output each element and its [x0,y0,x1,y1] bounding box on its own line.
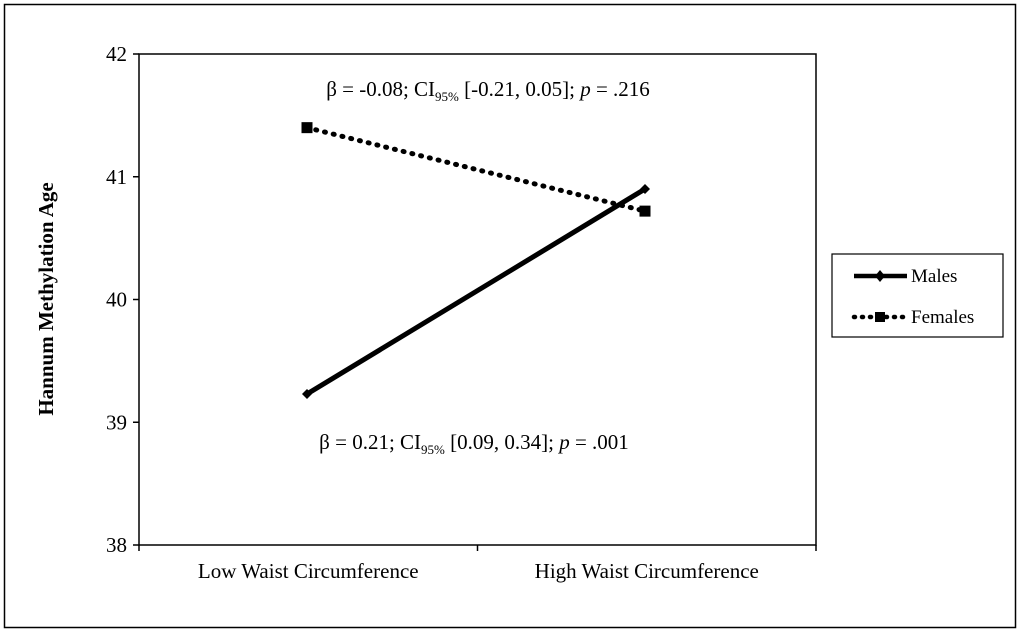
x-tick-label: High Waist Circumference [535,559,759,583]
legend-females-label: Females [911,307,974,328]
series-lines [304,125,648,397]
y-axis-label: Hannum Methylation Age [34,182,58,415]
legend-males-marker [875,270,885,282]
series-markers [301,122,651,400]
annotation-females-p-value: = .216 [591,77,650,101]
data-point-females [301,122,313,134]
y-tick-label: 39 [106,410,127,434]
x-axis-ticks: Low Waist Circumference High Waist Circum… [138,545,817,583]
y-tick-label: 38 [106,533,127,557]
annotation-males-p-label: p [557,430,570,454]
annotation-males-beta: β = 0.21; CI [319,430,421,454]
series-line-females [304,125,648,214]
annotation-males-ci: [0.09, 0.34]; [445,430,559,454]
data-point-females [639,205,651,217]
y-tick-label: 41 [106,165,127,189]
annotation-females-ci-subscript: 95% [435,89,459,104]
x-tick-label: Low Waist Circumference [198,559,419,583]
legend-females-marker [875,312,885,322]
annotation-males-ci-subscript: 95% [421,442,445,457]
legend: Males Females [831,253,1004,338]
y-tick-label: 42 [106,42,127,66]
y-axis-ticks: 38 39 40 41 42 [106,42,139,557]
annotation-males-p-value: = .001 [570,430,629,454]
annotation-females-beta: β = -0.08; CI [326,77,435,101]
series-line-males [305,186,647,397]
y-tick-label: 40 [106,288,127,312]
data-point-males [302,389,312,400]
legend-box [831,253,1004,338]
annotation-females-ci: [-0.21, 0.05]; [459,77,580,101]
data-point-males [640,184,650,195]
legend-males-label: Males [911,266,957,287]
annotation-females: β = -0.08; CI95% [-0.21, 0.05]; p = .216 [326,77,650,104]
annotation-males: β = 0.21; CI95% [0.09, 0.34]; p = .001 [319,430,629,457]
annotation-females-p-label: p [578,77,591,101]
